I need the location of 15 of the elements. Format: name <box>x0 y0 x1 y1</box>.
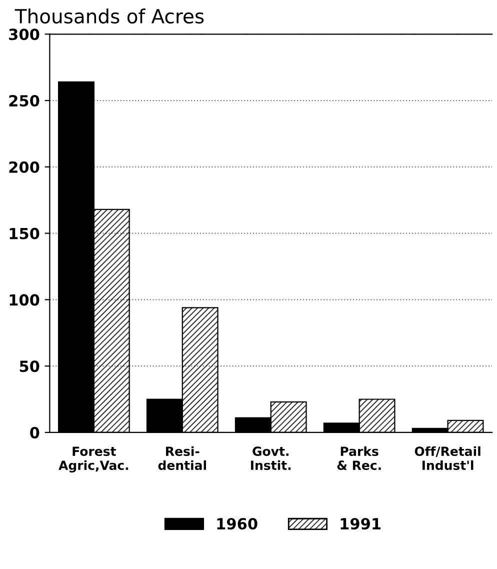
y-tick-label: 200 <box>9 161 40 173</box>
y-tick-label: 300 <box>9 28 40 40</box>
y-tick-label: 0 <box>30 426 40 438</box>
x-tick-label: Parks & Rec. <box>337 446 381 470</box>
x-tick-label: Govt. Instit. <box>251 446 291 470</box>
legend-label: 1960 <box>217 518 258 530</box>
legend-label: 1991 <box>340 518 381 530</box>
x-tick-label: Off/Retail Indust'l <box>414 446 480 470</box>
x-tick-label: Forest Agric,Vac. <box>58 446 128 473</box>
x-tick-label: Resi- dential <box>158 446 206 470</box>
chart-title: Thousands of Acres <box>14 8 204 24</box>
y-tick-label: 250 <box>9 94 40 107</box>
y-tick-label: 50 <box>20 360 40 372</box>
y-tick-label: 100 <box>10 294 40 306</box>
y-tick-label: 150 <box>10 228 40 240</box>
